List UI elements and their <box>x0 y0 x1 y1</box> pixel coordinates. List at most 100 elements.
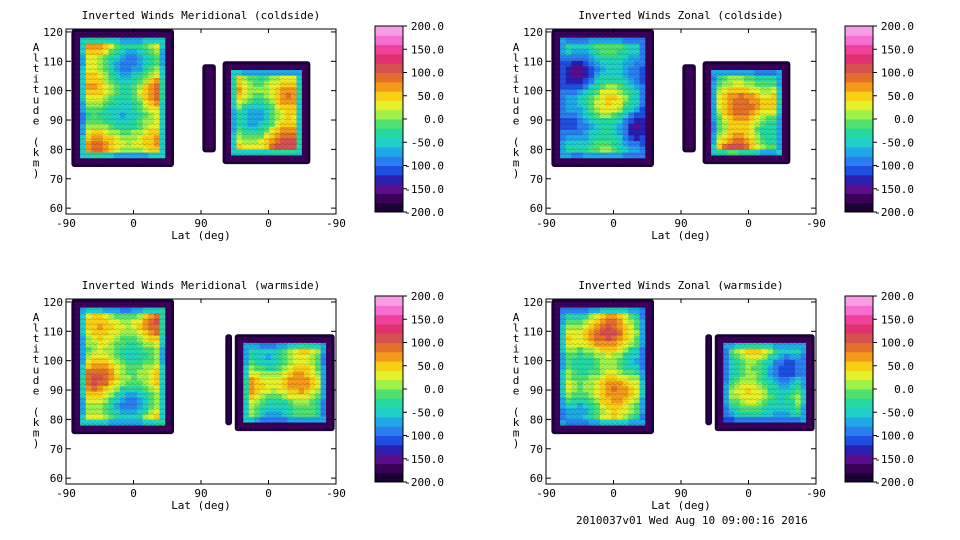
colorbar-swatch <box>845 398 873 409</box>
colorbar-swatch <box>845 435 873 446</box>
y-axis-label-char: A <box>513 41 520 54</box>
y-axis-label-char: ( <box>513 406 520 419</box>
colorbar-swatch <box>845 361 873 371</box>
y-axis-label-char: ) <box>33 167 40 180</box>
colorbar-swatch <box>845 100 873 111</box>
contour-overlay <box>554 302 651 432</box>
y-axis-label-char: k <box>513 416 520 429</box>
colorbar-tick-label: 150.0 <box>881 43 914 56</box>
colorbar-swatch <box>375 389 403 399</box>
y-tick-label: 80 <box>50 143 63 156</box>
y-tick-label: 90 <box>530 114 543 127</box>
data-region-2 <box>202 64 216 153</box>
y-tick-label: 80 <box>530 413 543 426</box>
heatmap-cell <box>708 365 710 372</box>
data-region-2 <box>225 334 233 426</box>
colorbar-tick-label: 150.0 <box>411 313 444 326</box>
colorbar-swatch <box>845 193 873 204</box>
colorbar-swatch <box>845 165 873 176</box>
x-axis-label: Lat (deg) <box>651 499 711 512</box>
y-axis-label-char: l <box>33 322 40 335</box>
chart-title: Inverted Winds Meridional (coldside) <box>82 9 320 22</box>
colorbar-swatch <box>375 119 403 129</box>
colorbar-swatch <box>375 333 403 343</box>
y-tick-label: 110 <box>523 325 543 338</box>
colorbar-swatch <box>375 435 403 446</box>
chart-title: Inverted Winds Meridional (warmside) <box>82 279 320 292</box>
x-tick-label: 0 <box>265 487 272 500</box>
colorbar-swatch <box>845 342 873 353</box>
colorbar-swatch <box>845 416 873 427</box>
colorbar-tick-label: 50.0 <box>888 90 915 103</box>
colorbar-swatch <box>845 296 873 306</box>
colorbar-tick-label: -200.0 <box>874 206 914 219</box>
x-tick-label: -90 <box>536 217 556 230</box>
y-axis-label-char: k <box>33 146 40 159</box>
heatmap-cell <box>708 382 710 389</box>
y-axis-label-char: i <box>513 73 520 86</box>
chart-panel-1: Inverted Winds Meridional (coldside) -90 0… <box>33 9 444 242</box>
colorbar-tick-label: -150.0 <box>404 453 444 466</box>
heatmap-cell <box>708 348 710 355</box>
y-axis-label-char: d <box>33 104 40 117</box>
colorbar-swatch <box>845 137 873 148</box>
y-axis-label-char: i <box>513 343 520 356</box>
chart-title: Inverted Winds Zonal (warmside) <box>578 279 783 292</box>
y-axis-label-char: u <box>513 364 520 377</box>
contour-overlay <box>554 32 651 165</box>
x-tick-label: 0 <box>130 487 137 500</box>
colorbar-swatch <box>845 454 873 464</box>
y-tick-label: 110 <box>523 55 543 68</box>
colorbar-swatch <box>375 109 403 120</box>
colorbar-swatch <box>375 146 403 157</box>
y-tick-label: 90 <box>50 384 63 397</box>
colorbar-swatch <box>375 454 403 464</box>
x-tick-label: -90 <box>56 487 76 500</box>
x-tick-label: 90 <box>194 487 207 500</box>
colorbar-tick-label: 200.0 <box>411 20 444 33</box>
x-tick-label: 90 <box>194 217 207 230</box>
y-tick-label: 90 <box>50 114 63 127</box>
y-tick-label: 70 <box>50 173 63 186</box>
heatmap-cell <box>708 399 710 406</box>
y-axis-label-char: ( <box>513 136 520 149</box>
data-region-3 <box>222 61 311 165</box>
colorbar-tick-label: -50.0 <box>881 406 914 419</box>
y-axis-label-char: ) <box>513 437 520 450</box>
colorbar-swatch <box>845 314 873 325</box>
heatmap-cell <box>228 376 230 383</box>
y-axis-label-char: t <box>33 353 40 366</box>
colorbar-tick-label: 50.0 <box>888 360 915 373</box>
colorbar-swatch <box>375 463 403 474</box>
colorbar-tick-label: -100.0 <box>874 160 914 173</box>
x-tick-label: 0 <box>610 487 617 500</box>
heatmap-cell <box>228 388 230 395</box>
heatmap-cell <box>708 342 710 349</box>
colorbar-swatch <box>845 305 873 316</box>
colorbar-tick-label: 50.0 <box>418 360 445 373</box>
contour-overlay <box>705 64 788 162</box>
x-tick-label: 0 <box>610 217 617 230</box>
colorbar-swatch <box>375 351 403 362</box>
colorbar: 200.0 150.0 100.0 50.0 0.0 -50.0 -100.0 -150.0 -… <box>844 20 915 219</box>
x-tick-label: 0 <box>130 217 137 230</box>
colorbar-swatch <box>375 342 403 353</box>
y-tick-label: 100 <box>43 85 63 98</box>
colorbar-swatch <box>375 296 403 306</box>
colorbar-swatch <box>375 128 403 139</box>
y-axis-label-char: d <box>513 104 520 117</box>
heatmap-cell <box>228 371 230 378</box>
y-tick-label: 100 <box>523 355 543 368</box>
x-tick-label: 0 <box>745 487 752 500</box>
contour-overlay <box>237 337 332 429</box>
colorbar-swatch <box>845 81 873 92</box>
x-tick-label: -90 <box>536 487 556 500</box>
colorbar-swatch <box>375 91 403 101</box>
y-tick-label: 120 <box>523 26 543 39</box>
colorbar-tick-label: 200.0 <box>881 290 914 303</box>
y-axis-label-char: m <box>33 157 40 170</box>
chart-panel-2: Inverted Winds Zonal (coldside) -90 0 90 0 -9… <box>513 9 914 242</box>
